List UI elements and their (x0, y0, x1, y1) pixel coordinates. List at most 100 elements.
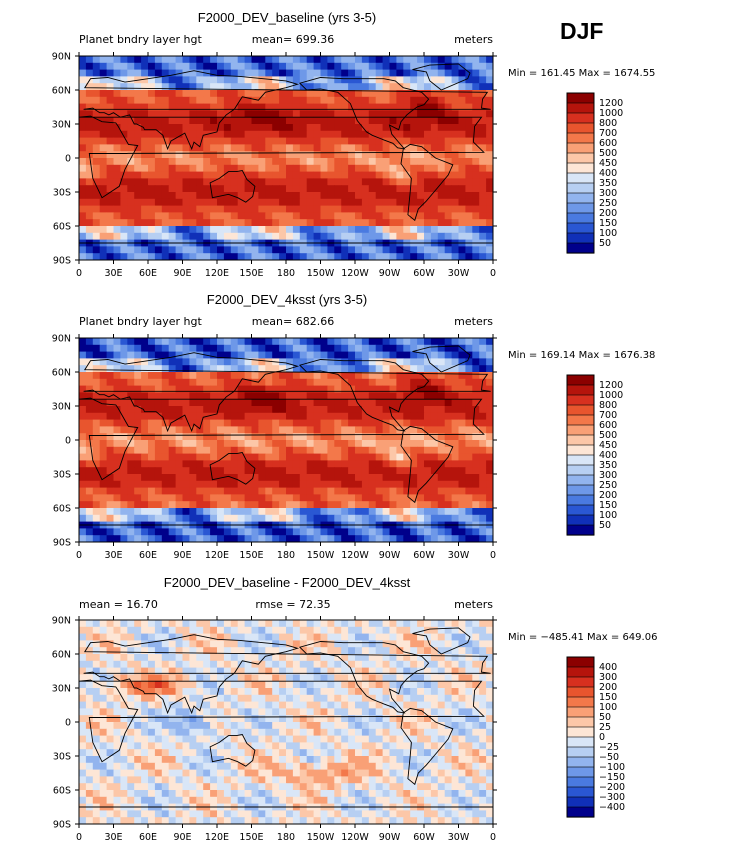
field-cell (106, 626, 114, 634)
field-cell (189, 633, 197, 641)
field-cell (85, 232, 94, 240)
field-cell (382, 528, 390, 536)
field-cell (175, 654, 183, 662)
field-cell (410, 232, 418, 240)
field-cell (417, 742, 425, 750)
field-cell (113, 694, 121, 702)
field-cell (458, 735, 466, 743)
field-cell (292, 344, 301, 352)
field-cell (292, 626, 301, 634)
field-cell (424, 494, 432, 502)
field-cell (237, 660, 245, 668)
field-cell (403, 338, 411, 346)
field-cell (189, 76, 197, 84)
field-cell (375, 178, 383, 186)
field-cell (279, 358, 287, 366)
field-cell (265, 654, 273, 662)
field-cell (486, 640, 494, 648)
field-cell (134, 164, 142, 172)
field-cell (230, 164, 239, 172)
colorbar-swatch (566, 404, 595, 416)
field-cell (479, 365, 487, 373)
field-cell (168, 633, 176, 641)
field-cell (237, 742, 245, 750)
field-cell (251, 688, 259, 696)
field-cell (168, 749, 176, 757)
field-cell (355, 453, 363, 461)
field-cell (313, 198, 321, 206)
field-cell (251, 198, 259, 206)
field-cell (437, 130, 446, 138)
field-cell (458, 654, 466, 662)
field-cell (217, 124, 225, 132)
field-cell (272, 660, 280, 668)
field-cell (279, 192, 287, 200)
field-cell (479, 446, 487, 454)
field-cell (320, 192, 328, 200)
field-cell (189, 56, 197, 64)
field-cell (368, 667, 377, 675)
field-cell (472, 110, 480, 118)
field-cell (292, 508, 301, 516)
field-cell (279, 232, 287, 240)
field-cell (161, 372, 170, 380)
field-cell (292, 90, 301, 98)
field-cell (161, 701, 170, 709)
field-cell (417, 467, 425, 475)
field-cell (265, 419, 273, 427)
field-cell (79, 151, 87, 159)
field-cell (230, 433, 239, 441)
field-cell (175, 158, 183, 166)
field-cell (327, 110, 335, 118)
field-cell (437, 124, 446, 132)
field-cell (272, 440, 280, 448)
field-cell (148, 749, 156, 757)
field-cell (320, 660, 328, 668)
field-cell (154, 620, 163, 628)
field-cell (355, 667, 363, 675)
field-cell (437, 158, 446, 166)
field-cell (417, 171, 425, 179)
field-cell (189, 460, 197, 468)
field-cell (134, 372, 142, 380)
field-cell (458, 406, 466, 414)
field-cell (168, 192, 176, 200)
field-cell (279, 467, 287, 475)
field-cell (244, 96, 252, 104)
field-cell (120, 474, 128, 482)
field-cell (368, 640, 377, 648)
field-cell (472, 399, 480, 407)
field-cell (175, 681, 183, 689)
field-cell (396, 446, 404, 454)
field-cell (437, 694, 446, 702)
field-cell (410, 667, 418, 675)
field-cell (417, 124, 425, 132)
field-cell (396, 715, 404, 723)
field-cell (451, 192, 459, 200)
field-cell (189, 654, 197, 662)
field-cell (120, 694, 128, 702)
field-cell (306, 232, 314, 240)
field-cell (348, 96, 356, 104)
field-cell (417, 694, 425, 702)
field-cell (148, 198, 156, 206)
field-cell (472, 426, 480, 434)
field-cell (334, 535, 342, 543)
field-cell (389, 446, 397, 454)
field-cell (106, 620, 114, 628)
field-cell (458, 620, 466, 628)
field-cell (251, 453, 259, 461)
field-cell (175, 728, 183, 736)
field-cell (189, 701, 197, 709)
field-cell (175, 735, 183, 743)
field-cell (251, 667, 259, 675)
field-cell (382, 158, 390, 166)
field-cell (230, 620, 239, 628)
field-cell (368, 681, 377, 689)
field-cell (375, 535, 383, 543)
field-cell (113, 338, 121, 346)
field-cell (279, 90, 287, 98)
field-cell (410, 742, 418, 750)
y-tick-label: 90S (53, 256, 71, 267)
field-cell (465, 474, 473, 482)
